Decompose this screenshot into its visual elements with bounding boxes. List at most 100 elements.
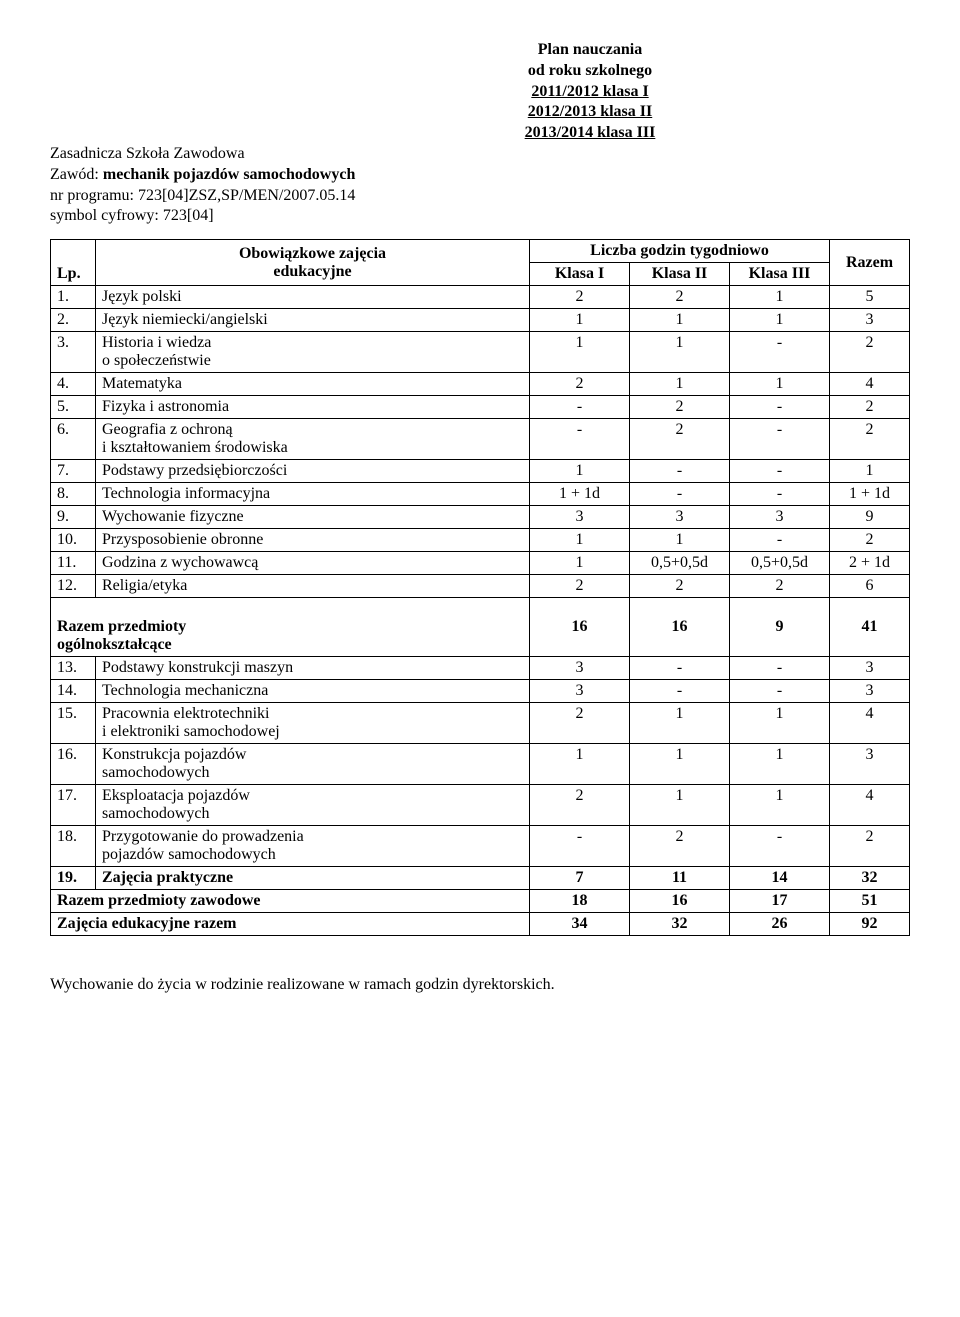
profession-label: Zawód: xyxy=(50,166,103,183)
table-row: 15.Pracownia elektrotechniki i elektroni… xyxy=(51,703,910,744)
row-subject: Matematyka xyxy=(96,373,530,396)
row-sum: 3 xyxy=(830,680,910,703)
row-subject: Podstawy przedsiębiorczości xyxy=(96,460,530,483)
row-c3: - xyxy=(730,419,830,460)
row-lp: 3. xyxy=(51,332,96,373)
table-row: 17.Eksploatacja pojazdów samochodowych21… xyxy=(51,785,910,826)
row-subject: Eksploatacja pojazdów samochodowych xyxy=(96,785,530,826)
voc-total-c2: 16 xyxy=(630,890,730,913)
row-subject: Przygotowanie do prowadzenia pojazdów sa… xyxy=(96,826,530,867)
row-sum: 1 + 1d xyxy=(830,483,910,506)
row-c3: 0,5+0,5d xyxy=(730,552,830,575)
general-total-sum: 41 xyxy=(830,616,910,657)
row-sum: 2 xyxy=(830,529,910,552)
row-c1: - xyxy=(530,826,630,867)
table-row: 6.Geografia z ochroną i kształtowaniem ś… xyxy=(51,419,910,460)
row-sum: 4 xyxy=(830,703,910,744)
row-sum: 3 xyxy=(830,744,910,785)
voc-total-c1: 18 xyxy=(530,890,630,913)
row-c2: - xyxy=(630,483,730,506)
row-c1: 1 + 1d xyxy=(530,483,630,506)
table-row: 11.Godzina z wychowawcą10,5+0,5d0,5+0,5d… xyxy=(51,552,910,575)
row-c1: 3 xyxy=(530,506,630,529)
table-row: 7.Podstawy przedsiębiorczości1--1 xyxy=(51,460,910,483)
row-lp: 5. xyxy=(51,396,96,419)
profession: Zawód: mechanik pojazdów samochodowych xyxy=(50,165,910,186)
head-class-3: Klasa III xyxy=(730,263,830,286)
head-lp: Lp. xyxy=(51,240,96,286)
row-sum: 2 + 1d xyxy=(830,552,910,575)
grand-total-sum: 92 xyxy=(830,913,910,936)
row-sum: 3 xyxy=(830,309,910,332)
row-c3: 1 xyxy=(730,785,830,826)
digital-symbol: symbol cyfrowy: 723[04] xyxy=(50,206,910,227)
row-sum: 2 xyxy=(830,419,910,460)
subtitle-1: od roku szkolnego xyxy=(270,61,910,82)
row-c3: - xyxy=(730,460,830,483)
row-c2: 1 xyxy=(630,309,730,332)
row-c3: - xyxy=(730,332,830,373)
row-sum: 4 xyxy=(830,785,910,826)
row-c3: - xyxy=(730,396,830,419)
row-c2: 1 xyxy=(630,529,730,552)
row-c2: - xyxy=(630,460,730,483)
row-subject: Przysposobienie obronne xyxy=(96,529,530,552)
school-type: Zasadnicza Szkoła Zawodowa xyxy=(50,144,910,165)
row-c3: 2 xyxy=(730,575,830,598)
row-c2: 1 xyxy=(630,332,730,373)
row-c1: 3 xyxy=(530,657,630,680)
table-row: 8.Technologia informacyjna1 + 1d--1 + 1d xyxy=(51,483,910,506)
table-row: 10.Przysposobienie obronne11-2 xyxy=(51,529,910,552)
row-sum: 2 xyxy=(830,396,910,419)
head-subject-l2: edukacyjne xyxy=(102,263,523,281)
tbody-general-total: Razem przedmioty ogólnokształcące 16 16 … xyxy=(51,616,910,657)
table-row: 14.Technologia mechaniczna3--3 xyxy=(51,680,910,703)
general-total-c1: 16 xyxy=(530,616,630,657)
row-lp: 7. xyxy=(51,460,96,483)
subtitle-2: 2011/2012 klasa I xyxy=(270,82,910,103)
program-number: nr programu: 723[04]ZSZ,SP/MEN/2007.05.1… xyxy=(50,186,910,207)
row-subject: Język niemiecki/angielski xyxy=(96,309,530,332)
row-c1: 1 xyxy=(530,529,630,552)
table-row: 2.Język niemiecki/angielski1113 xyxy=(51,309,910,332)
row-lp: 10. xyxy=(51,529,96,552)
table-row: 4.Matematyka2114 xyxy=(51,373,910,396)
row-c2: 3 xyxy=(630,506,730,529)
row-lp: 15. xyxy=(51,703,96,744)
row-c1: 2 xyxy=(530,286,630,309)
row-c1: 2 xyxy=(530,703,630,744)
row-c1: - xyxy=(530,419,630,460)
row-lp: 13. xyxy=(51,657,96,680)
tbody-voc-total: Razem przedmioty zawodowe 18 16 17 51 Za… xyxy=(51,890,910,936)
grand-total-c3: 26 xyxy=(730,913,830,936)
head-subject-l1: Obowiązkowe zajęcia xyxy=(102,245,523,263)
row-lp: 14. xyxy=(51,680,96,703)
row-c3: 14 xyxy=(730,867,830,890)
general-total-label: Razem przedmioty ogólnokształcące xyxy=(51,616,530,657)
row-c1: 7 xyxy=(530,867,630,890)
row-sum: 2 xyxy=(830,826,910,867)
voc-total-label: Razem przedmioty zawodowe xyxy=(51,890,530,913)
head-hours: Liczba godzin tygodniowo xyxy=(530,240,830,263)
row-sum: 32 xyxy=(830,867,910,890)
tbody-general: 1.Język polski22152.Język niemiecki/angi… xyxy=(51,286,910,598)
row-sum: 3 xyxy=(830,657,910,680)
curriculum-table: Lp. Obowiązkowe zajęcia edukacyjne Liczb… xyxy=(50,239,910,936)
table-row: 5.Fizyka i astronomia-2-2 xyxy=(51,396,910,419)
row-c2: 0,5+0,5d xyxy=(630,552,730,575)
row-subject: Technologia informacyjna xyxy=(96,483,530,506)
table-row: 3.Historia i wiedza o społeczeństwie11-2 xyxy=(51,332,910,373)
row-c1: 2 xyxy=(530,785,630,826)
row-subject: Geografia z ochroną i kształtowaniem śro… xyxy=(96,419,530,460)
table-row: 19.Zajęcia praktyczne7111432 xyxy=(51,867,910,890)
row-subject: Podstawy konstrukcji maszyn xyxy=(96,657,530,680)
row-lp: 1. xyxy=(51,286,96,309)
row-sum: 2 xyxy=(830,332,910,373)
row-c3: - xyxy=(730,680,830,703)
general-total-c3: 9 xyxy=(730,616,830,657)
row-lp: 19. xyxy=(51,867,96,890)
row-c3: 1 xyxy=(730,703,830,744)
voc-total-sum: 51 xyxy=(830,890,910,913)
row-c3: - xyxy=(730,529,830,552)
row-c3: - xyxy=(730,657,830,680)
